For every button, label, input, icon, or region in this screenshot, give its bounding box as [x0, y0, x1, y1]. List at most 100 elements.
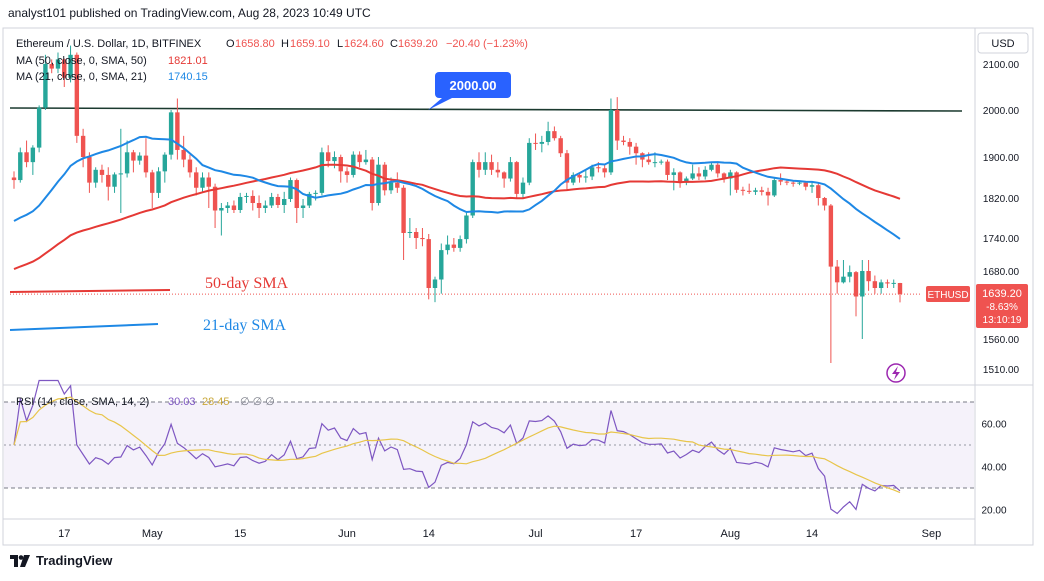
candle-body[interactable] [853, 272, 859, 297]
candle-body[interactable] [18, 152, 23, 181]
candle-body[interactable] [55, 59, 61, 69]
candle-body[interactable] [847, 272, 852, 277]
candle-body[interactable] [784, 181, 790, 183]
candle-body[interactable] [571, 174, 576, 183]
candle-body[interactable] [43, 64, 48, 108]
candle-body[interactable] [520, 182, 526, 194]
candle-body[interactable] [615, 110, 620, 141]
candle-body[interactable] [621, 140, 626, 142]
candle-body[interactable] [49, 64, 54, 69]
symbol-title[interactable]: Ethereum / U.S. Dollar, 1D, BITFINEX [16, 38, 202, 50]
candle-body[interactable] [62, 59, 67, 78]
ma21-legend-label[interactable]: MA (21, close, 0, SMA, 21) [16, 71, 147, 83]
candle-body[interactable] [721, 173, 727, 179]
candle-body[interactable] [803, 182, 808, 187]
candle-body[interactable] [288, 180, 293, 199]
candle-body[interactable] [118, 173, 124, 175]
candle-body[interactable] [439, 250, 444, 280]
candle-body[interactable] [652, 162, 658, 164]
candle-body[interactable] [608, 110, 614, 173]
candle-body[interactable] [420, 238, 425, 240]
currency-button[interactable]: USD [977, 32, 1029, 54]
candle-body[interactable] [841, 276, 846, 283]
candle-body[interactable] [646, 159, 651, 163]
candle-body[interactable] [552, 131, 557, 139]
candle-body[interactable] [225, 205, 230, 209]
candle-body[interactable] [627, 141, 633, 147]
candle-body[interactable] [87, 157, 92, 183]
resistance-line-2000[interactable] [9, 107, 963, 112]
candle-body[interactable] [382, 164, 387, 191]
candle-body[interactable] [834, 266, 840, 283]
candle-body[interactable] [671, 172, 676, 175]
candle-body[interactable] [168, 112, 174, 155]
candle-body[interactable] [633, 146, 639, 154]
candle-body[interactable] [388, 182, 394, 191]
events-icon[interactable] [886, 363, 906, 383]
candle-body[interactable] [250, 195, 255, 203]
candle-body[interactable] [231, 205, 237, 211]
candle-body[interactable] [156, 171, 161, 193]
candle-body[interactable] [124, 152, 130, 174]
footer-brand[interactable]: TradingView [36, 553, 113, 568]
candle-body[interactable] [866, 271, 871, 282]
candle-body[interactable] [112, 174, 117, 187]
candle-body[interactable] [759, 190, 764, 192]
candle-body[interactable] [891, 282, 896, 284]
candle-body[interactable] [194, 172, 199, 188]
candle-body[interactable] [696, 173, 702, 177]
candle-body[interactable] [476, 162, 482, 170]
candle-body[interactable] [80, 135, 86, 157]
candle-body[interactable] [564, 153, 570, 183]
candle-body[interactable] [357, 154, 362, 163]
candle-body[interactable] [778, 180, 783, 182]
candle-body[interactable] [860, 271, 865, 297]
candle-body[interactable] [797, 182, 802, 184]
candle-body[interactable] [300, 205, 306, 209]
candle-body[interactable] [746, 190, 752, 192]
rsi-legend-label[interactable]: RSI (14, close, SMA, 14, 2) [16, 396, 149, 408]
candle-body[interactable] [684, 178, 689, 183]
candle-body[interactable] [426, 239, 431, 288]
candle-body[interactable] [703, 169, 708, 177]
candle-body[interactable] [558, 138, 563, 154]
candle-body[interactable] [489, 162, 494, 170]
candle-body[interactable] [99, 169, 105, 175]
candle-body[interactable] [539, 141, 545, 144]
candle-body[interactable] [790, 182, 796, 184]
candle-body[interactable] [74, 54, 80, 136]
candle-body[interactable] [659, 161, 664, 163]
sma-21-line[interactable] [13, 135, 901, 240]
candle-body[interactable] [256, 203, 262, 208]
candle-body[interactable] [872, 281, 878, 288]
candle-body[interactable] [263, 205, 268, 209]
candle-body[interactable] [351, 154, 356, 175]
candle-body[interactable] [483, 162, 488, 170]
candle-body[interactable] [577, 174, 582, 178]
candle-body[interactable] [175, 112, 180, 150]
candle-body[interactable] [885, 282, 890, 284]
candle-body[interactable] [413, 232, 419, 238]
candle-body[interactable] [545, 131, 551, 142]
candle-body[interactable] [137, 155, 142, 161]
candle-body[interactable] [445, 244, 450, 251]
candle-body[interactable] [162, 154, 168, 172]
candle-body[interactable] [332, 157, 337, 162]
candle-body[interactable] [728, 172, 733, 179]
candle-body[interactable] [533, 142, 538, 144]
candle-body[interactable] [407, 232, 413, 233]
candle-body[interactable] [363, 159, 369, 163]
candle-body[interactable] [269, 196, 274, 206]
rsi-ma-line[interactable] [13, 396, 901, 494]
candle-body[interactable] [93, 169, 98, 183]
candle-body[interactable] [765, 191, 771, 196]
candle-body[interactable] [187, 159, 193, 173]
candle-body[interactable] [219, 208, 224, 211]
candle-body[interactable] [281, 199, 287, 205]
candle-body[interactable] [11, 177, 17, 181]
candle-body[interactable] [709, 164, 714, 170]
candle-body[interactable] [677, 172, 683, 183]
candle-body[interactable] [344, 171, 350, 175]
candle-body[interactable] [36, 107, 42, 148]
candle-body[interactable] [131, 152, 136, 161]
